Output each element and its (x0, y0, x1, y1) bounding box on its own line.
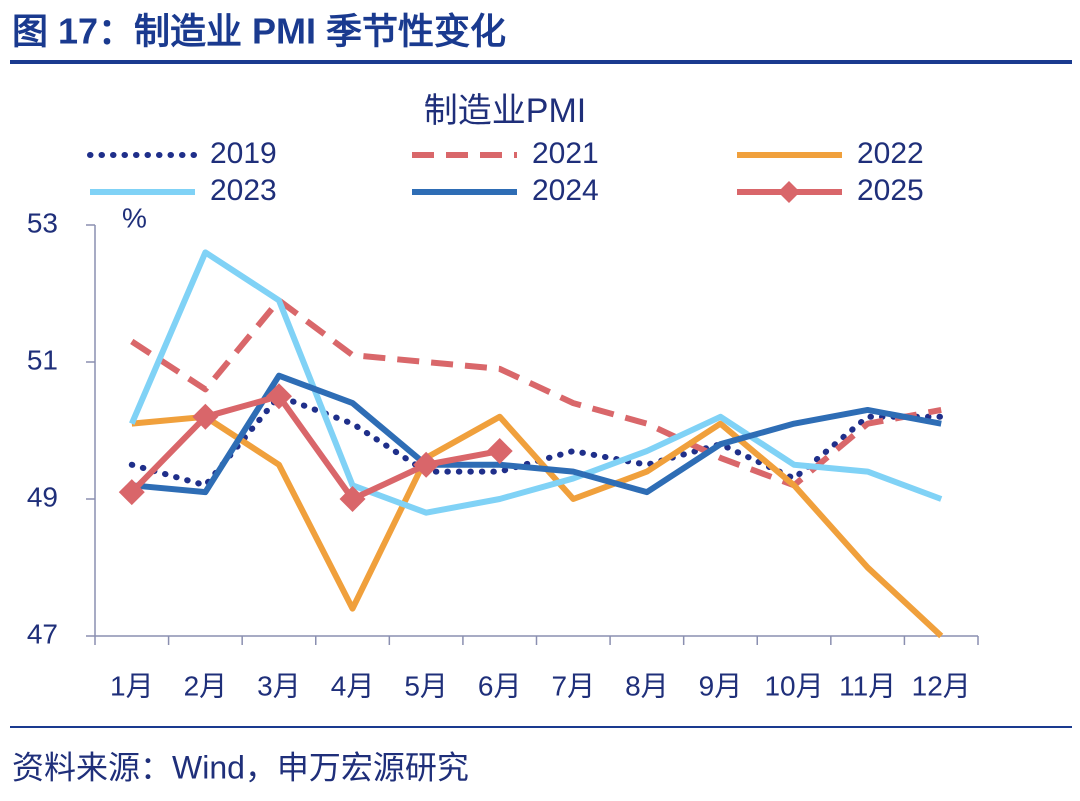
x-tick-label: 7月 (552, 670, 596, 701)
x-tick-label: 3月 (257, 670, 301, 701)
x-tick-label: 5月 (404, 670, 448, 701)
series-marker (118, 479, 145, 506)
series-marker (413, 451, 440, 478)
legend-label: 2023 (210, 174, 277, 207)
y-tick-label: 53 (27, 207, 58, 238)
series-marker (265, 383, 292, 410)
x-tick-label: 12月 (912, 670, 971, 701)
x-tick-label: 6月 (478, 670, 522, 701)
series-line (130, 297, 942, 489)
legend-label: 2024 (532, 174, 599, 207)
x-tick-label: 9月 (699, 670, 743, 701)
series-line (129, 393, 501, 502)
series-marker (339, 486, 366, 512)
series-line (129, 249, 943, 516)
series-line (128, 393, 945, 489)
x-tick-label: 2月 (184, 670, 228, 701)
legend-label: 2025 (857, 174, 924, 207)
legend-marker (778, 181, 800, 203)
x-tick-label: 4月 (331, 670, 375, 701)
legend-label: 2022 (857, 137, 924, 170)
legend-label: 2021 (532, 137, 599, 170)
source: 资料来源：Wind，申万宏源研究 (12, 749, 469, 785)
series-line (131, 372, 942, 496)
x-tick-label: 10月 (764, 670, 823, 701)
x-tick-label: 1月 (110, 670, 154, 701)
series-line (131, 413, 944, 639)
footer-rule (10, 726, 1072, 728)
series-marker (192, 403, 219, 430)
y-tick-label: 47 (27, 618, 58, 649)
y-tick-label: 49 (27, 481, 58, 512)
x-tick-label: 8月 (625, 670, 669, 701)
series-marker (486, 438, 513, 465)
page-title: 图 17：制造业 PMI 季节性变化 (12, 11, 506, 52)
header-rule (10, 60, 1072, 64)
legend-label: 2019 (210, 137, 277, 170)
chart-title: 制造业PMI (424, 92, 586, 130)
y-tick-label: 51 (27, 344, 58, 375)
y-unit: % (122, 202, 147, 233)
x-tick-label: 11月 (839, 670, 896, 701)
